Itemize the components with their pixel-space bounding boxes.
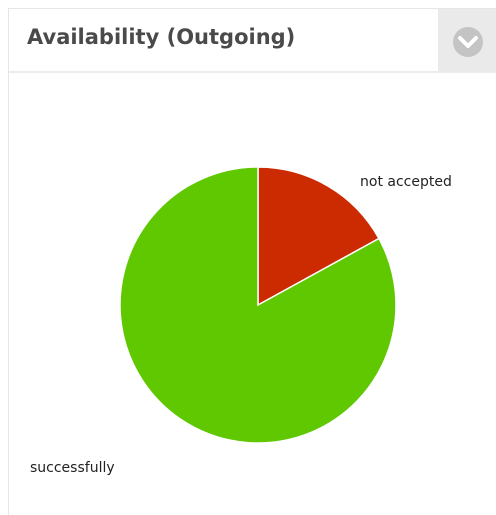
slice-label: not accepted xyxy=(360,174,452,190)
pie-slice xyxy=(257,166,380,307)
slice-label: successfully xyxy=(30,460,115,476)
menu-icon[interactable] xyxy=(438,9,496,71)
pie-slice xyxy=(119,166,397,444)
menu-button[interactable] xyxy=(438,9,496,71)
panel-title: Availability (Outgoing) xyxy=(27,25,296,49)
panel-header: Availability (Outgoing) xyxy=(9,9,496,73)
panel: Availability (Outgoing) xyxy=(8,8,496,515)
